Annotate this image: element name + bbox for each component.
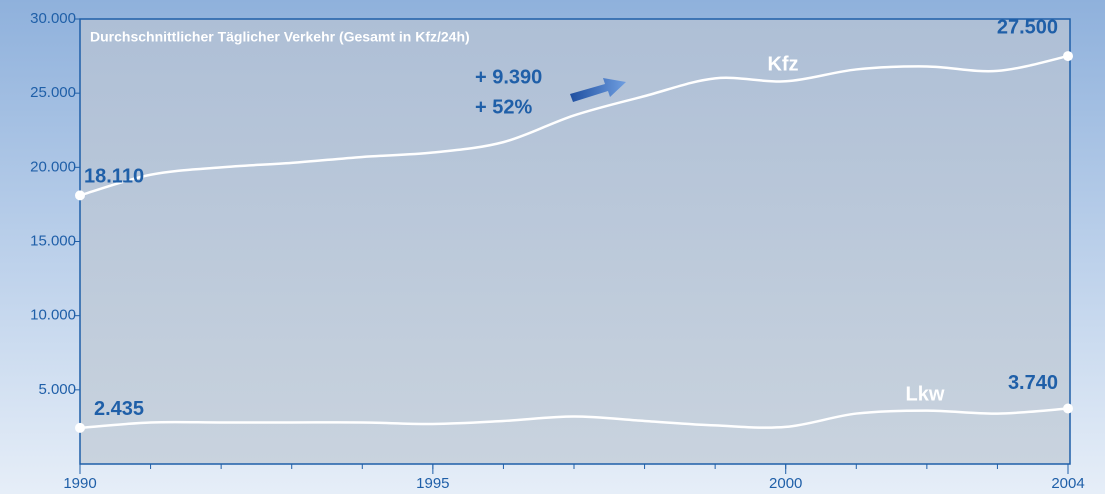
arrow (570, 78, 626, 102)
annotation: + 52% (475, 96, 532, 118)
point (1063, 51, 1073, 62)
value-label: 18.110 (84, 166, 144, 188)
point (1063, 403, 1073, 414)
y-tick-label: 30.000 (30, 10, 76, 27)
x-tick-label: 2000 (769, 475, 802, 492)
line (79, 407, 1069, 430)
series-label: Kfz (767, 53, 798, 75)
point (75, 190, 85, 201)
y-tick-label: 10.000 (30, 307, 76, 324)
value-label: 2.435 (94, 398, 144, 420)
value-label: 27.500 (997, 16, 1058, 38)
series-label: Lkw (906, 383, 945, 405)
point (75, 422, 85, 433)
x-tick-label: 1990 (63, 475, 96, 492)
value-label: 3.740 (1008, 372, 1058, 394)
annotation: + 9.390 (475, 66, 542, 88)
y-tick-label: 20.000 (30, 158, 76, 175)
y-tick-label: 25.000 (30, 84, 76, 101)
line (79, 54, 1069, 197)
chart-title: Durchschnittlicher Täglicher Verkehr (Ge… (90, 29, 470, 45)
x-tick-label: 2004 (1051, 475, 1084, 492)
y-tick-label: 5.000 (38, 381, 76, 398)
y-tick-label: 15.000 (30, 232, 76, 249)
x-tick-label: 1995 (416, 475, 449, 492)
